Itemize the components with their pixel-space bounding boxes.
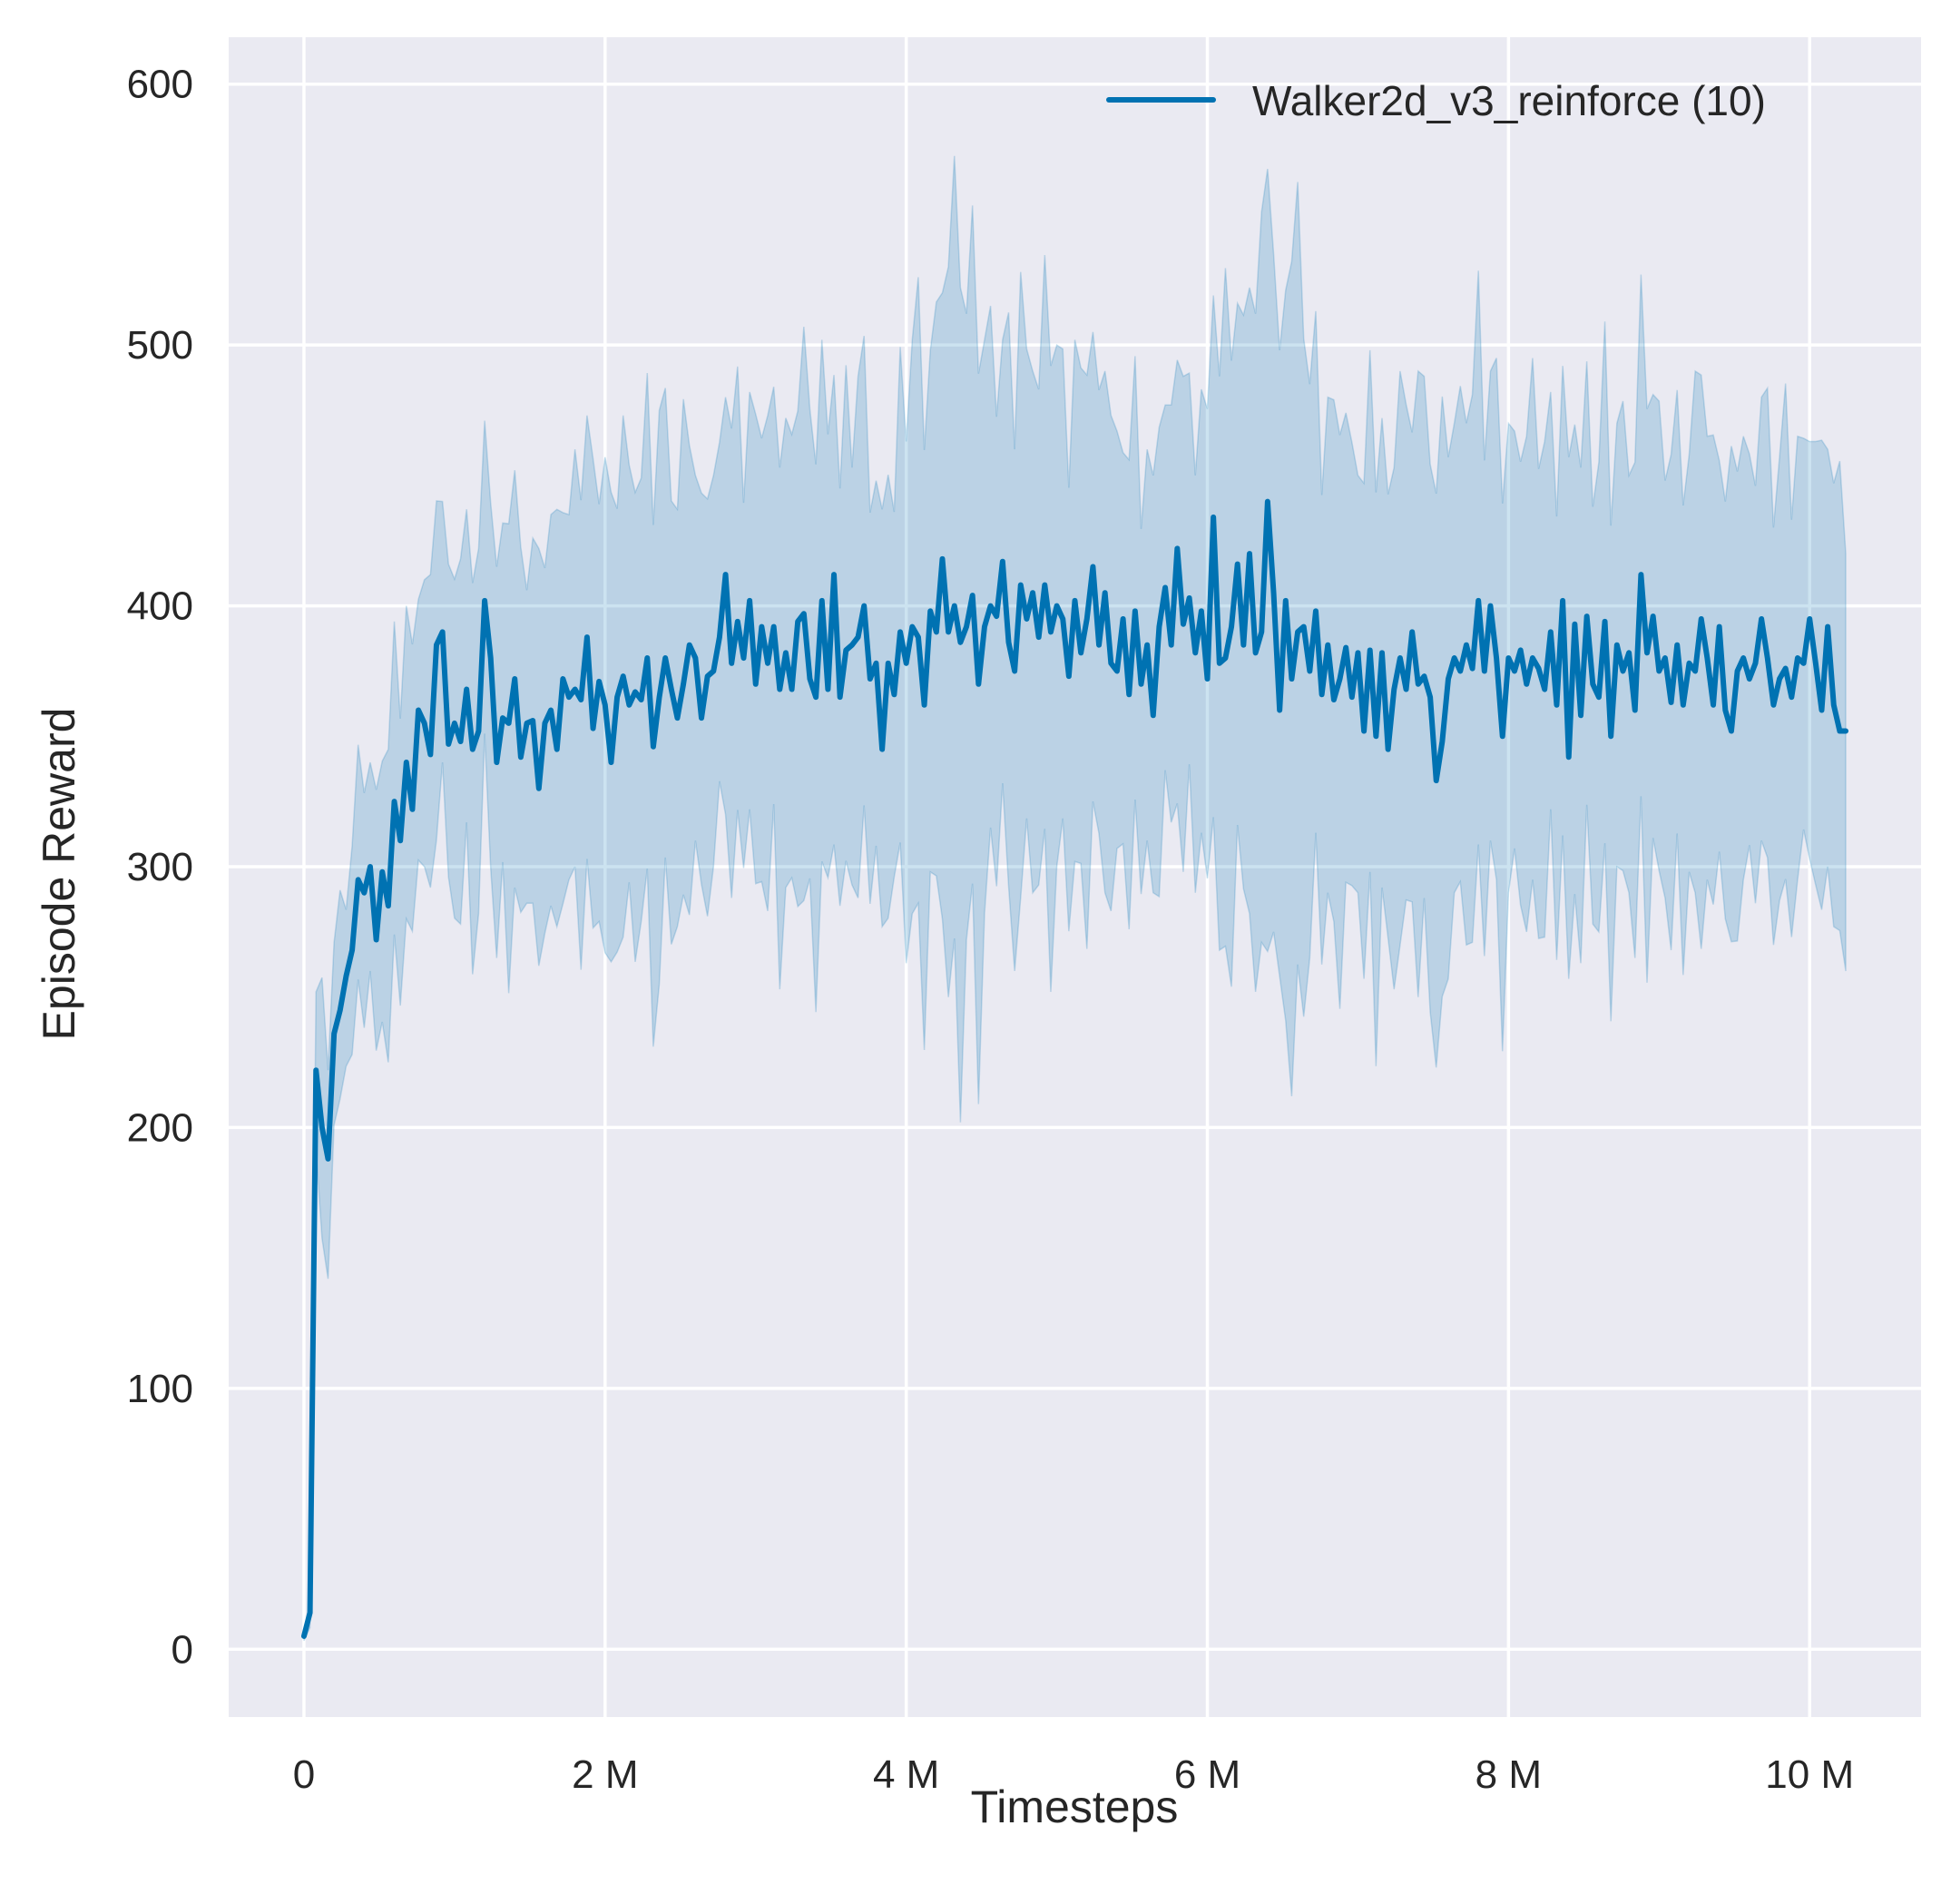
x-tick-label: 8 M xyxy=(1476,1752,1542,1797)
x-tick-label: 6 M xyxy=(1174,1752,1240,1797)
x-axis-label: Timesteps xyxy=(971,1781,1179,1832)
plot-area xyxy=(229,37,1921,1717)
y-tick-label: 300 xyxy=(127,845,193,889)
y-tick-label: 100 xyxy=(127,1367,193,1411)
y-axis-label: Episode Reward xyxy=(34,708,84,1041)
x-tick-label: 2 M xyxy=(572,1752,638,1797)
confidence-band xyxy=(303,155,1847,1642)
confidence-band-group xyxy=(303,155,1847,1642)
x-tick-label: 0 xyxy=(293,1752,315,1797)
legend-label: Walker2d_v3_reinforce (10) xyxy=(1252,77,1766,124)
series-line xyxy=(300,498,1849,1639)
tick-labels: 0 2 M 4 M 6 M 8 M 10 M 0 100 200 300 400 500 600 xyxy=(127,63,1855,1797)
x-tick-label: 4 M xyxy=(873,1752,939,1797)
series-lines xyxy=(300,498,1849,1639)
y-tick-label: 500 xyxy=(127,323,193,368)
y-tick-label: 200 xyxy=(127,1105,193,1150)
y-tick-label: 400 xyxy=(127,584,193,629)
x-tick-label: 10 M xyxy=(1765,1752,1854,1797)
legend: Walker2d_v3_reinforce (10) xyxy=(1106,77,1766,124)
y-tick-label: 0 xyxy=(172,1627,193,1672)
y-tick-label: 600 xyxy=(127,63,193,107)
